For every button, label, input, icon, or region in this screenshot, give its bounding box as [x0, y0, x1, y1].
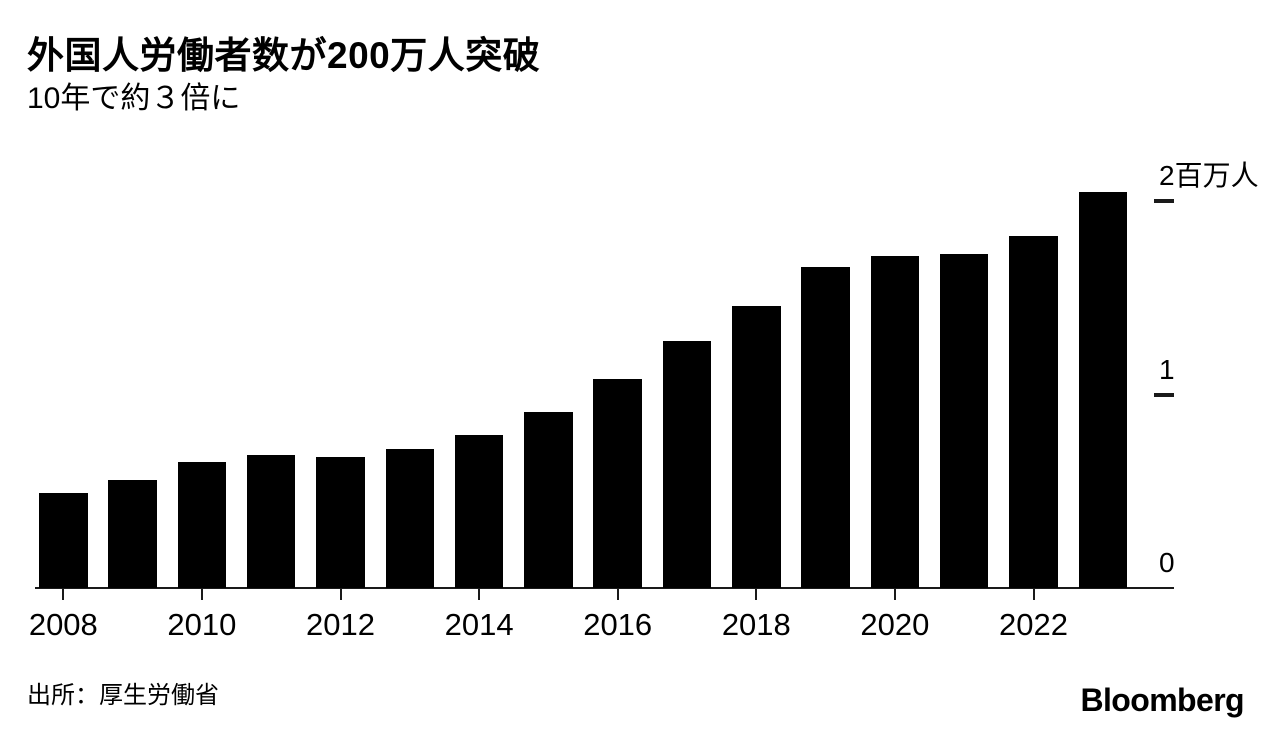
- bar-2017: [662, 340, 712, 588]
- bar-2015: [524, 412, 573, 588]
- y-tick-1: [1154, 392, 1174, 397]
- x-tick-2018: [755, 589, 758, 600]
- x-tick-2022: [1032, 589, 1035, 600]
- bar-2012: [316, 456, 365, 588]
- x-axis-label-2014: 2014: [444, 607, 514, 642]
- x-axis-label-2008: 2008: [28, 607, 98, 642]
- x-axis-label-2016: 2016: [583, 607, 653, 642]
- bar-2022: [1009, 236, 1058, 588]
- bar-2013: [385, 448, 435, 588]
- bar-2018: [732, 305, 781, 588]
- bar-2014: [454, 435, 504, 588]
- x-tick-2010: [200, 589, 203, 600]
- source-note: 出所：厚生労働省: [27, 682, 219, 709]
- bar-2016: [593, 379, 642, 588]
- x-axis-line: [35, 587, 1174, 589]
- bar-2019: [801, 267, 850, 588]
- x-tick-2016: [616, 589, 619, 600]
- y-tick-2: [1154, 199, 1174, 204]
- y-axis-label-1: 1: [1159, 353, 1175, 385]
- bar-2021: [939, 253, 989, 588]
- chart-title: 外国人労働者数が200万人突破: [27, 35, 541, 76]
- bar-2008: [39, 493, 88, 588]
- x-tick-2014: [478, 589, 481, 600]
- bar-2010: [177, 462, 227, 588]
- x-axis-label-2010: 2010: [167, 607, 237, 642]
- chart-subtitle: 10年で約３倍に: [27, 82, 241, 115]
- bloomberg-logo: Bloomberg: [1080, 682, 1245, 718]
- x-axis-label-2012: 2012: [306, 607, 375, 642]
- x-axis-label-2020: 2020: [860, 607, 930, 642]
- x-tick-2020: [893, 589, 896, 600]
- y-axis-label-0: 0: [1159, 547, 1175, 578]
- x-tick-2012: [339, 589, 342, 600]
- bar-2020: [870, 255, 920, 588]
- x-axis-label-2018: 2018: [721, 607, 791, 642]
- bar-2011: [246, 454, 296, 588]
- bar-2009: [108, 479, 157, 588]
- x-axis-label-2022: 2022: [999, 607, 1068, 642]
- x-tick-2008: [62, 589, 65, 600]
- bar-2023: [1078, 191, 1128, 588]
- y-axis-label-2: 2百万人: [1159, 160, 1259, 192]
